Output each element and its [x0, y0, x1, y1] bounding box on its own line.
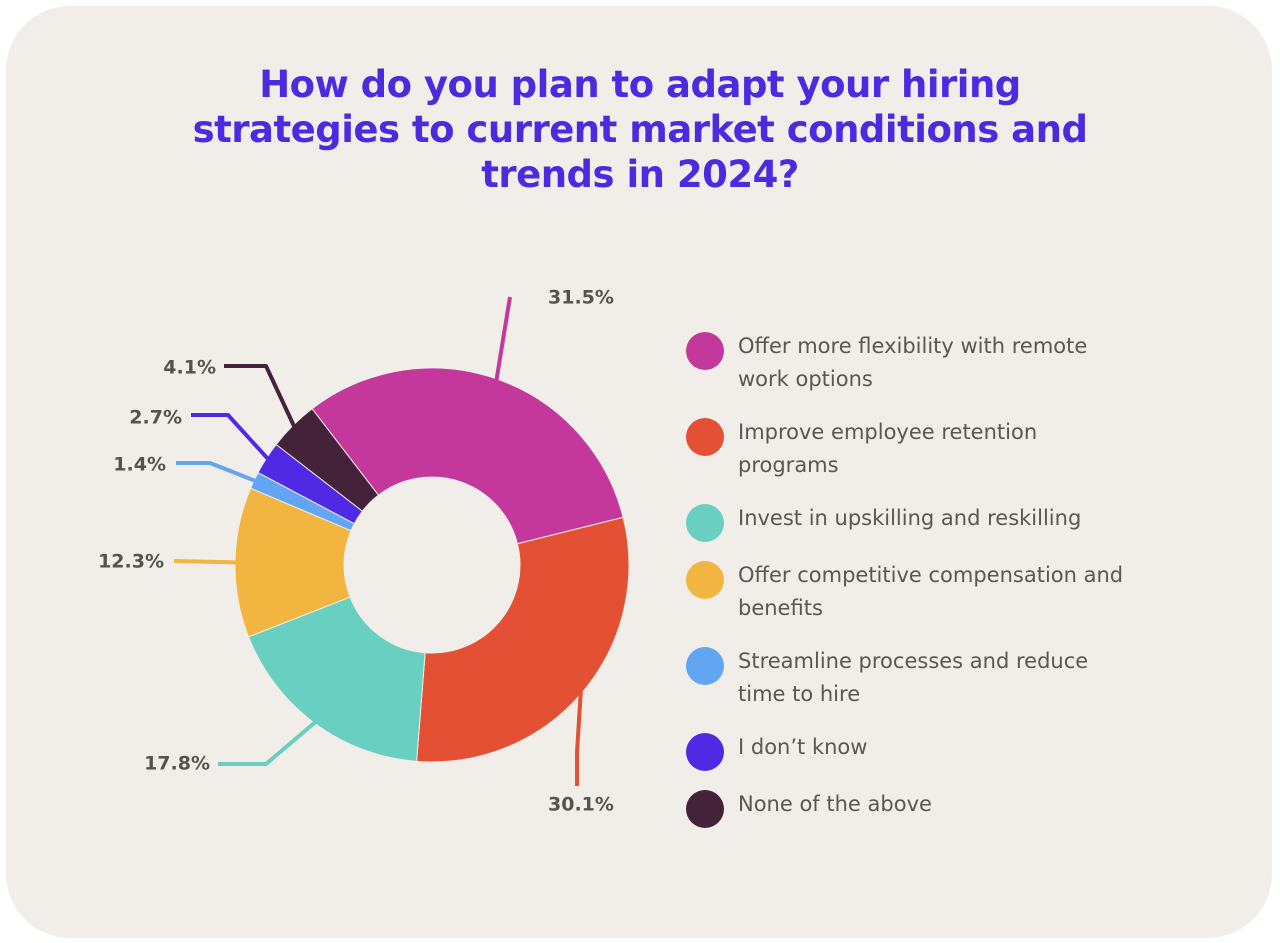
legend-swatch — [686, 418, 724, 456]
legend-swatch — [686, 647, 724, 685]
legend-swatch — [686, 733, 724, 771]
slice-offer-more-flexibility-with-remote-work-options — [311, 367, 624, 545]
legend-item-i-don-t-know: I don’t know — [686, 731, 1128, 771]
legend-label: I don’t know — [738, 735, 868, 759]
value-label-offer-competitive-compensation-and-benefits: 12.3% — [98, 551, 164, 573]
slice-invest-in-upskilling-and-reskilling — [247, 596, 426, 762]
leader-line-offer-competitive-compensation-and-benefits — [173, 559, 238, 565]
legend-swatch — [686, 332, 724, 370]
leader-line-none-of-the-above — [224, 364, 297, 428]
legend-label: Improve employee retention programs — [738, 420, 1038, 477]
value-label-improve-employee-retention-programs: 30.1% — [548, 794, 614, 816]
legend-swatch — [686, 504, 724, 542]
legend-item-none-of-the-above: None of the above — [686, 788, 1128, 828]
leader-line-offer-more-flexibility-with-remote-work-options — [494, 296, 512, 382]
leader-line-improve-employee-retention-programs — [575, 690, 583, 786]
chart-card — [6, 6, 1272, 938]
value-label-offer-more-flexibility-with-remote-work-options: 31.5% — [548, 287, 614, 309]
leader-line-i-don-t-know — [191, 413, 270, 461]
legend-item-offer-more-flexibility-with-remote-work-options: Offer more flexibility with remote work … — [686, 330, 1128, 396]
slice-none-of-the-above — [275, 408, 380, 512]
value-label-invest-in-upskilling-and-reskilling: 17.8% — [144, 753, 210, 775]
leader-line-invest-in-upskilling-and-reskilling — [218, 720, 318, 766]
legend-item-invest-in-upskilling-and-reskilling: Invest in upskilling and reskilling — [686, 502, 1128, 542]
legend-label: Offer competitive compensation and benef… — [738, 563, 1124, 620]
slice-improve-employee-retention-programs — [416, 516, 630, 763]
legend-label: Streamline processes and reduce time to … — [738, 649, 1089, 706]
donut-slices — [234, 367, 630, 763]
legend-item-offer-competitive-compensation-and-benefits: Offer competitive compensation and benef… — [686, 559, 1128, 625]
legend-swatch — [686, 790, 724, 828]
legend-swatch — [686, 561, 724, 599]
legend-item-streamline-processes-and-reduce-time-to-hire: Streamline processes and reduce time to … — [686, 645, 1128, 711]
chart-title: How do you plan to adapt your hiring str… — [192, 63, 1088, 196]
legend-label: None of the above — [738, 792, 932, 816]
value-label-none-of-the-above: 4.1% — [163, 357, 216, 379]
leader-line-streamline-processes-and-reduce-time-to-hire — [176, 461, 257, 483]
legend-label: Invest in upskilling and reskilling — [738, 506, 1082, 530]
legend-item-improve-employee-retention-programs: Improve employee retention programs — [686, 416, 1128, 482]
value-label-i-don-t-know: 2.7% — [129, 407, 182, 429]
slice-offer-competitive-compensation-and-benefits — [234, 487, 352, 638]
value-label-streamline-processes-and-reduce-time-to-hire: 1.4% — [113, 454, 166, 476]
percentage-labels: 31.5% 30.1% 17.8% 12.3% 1.4% 2.7% 4.1% — [98, 287, 614, 816]
leader-lines — [173, 296, 583, 786]
legend-label: Offer more flexibility with remote work … — [738, 334, 1088, 391]
